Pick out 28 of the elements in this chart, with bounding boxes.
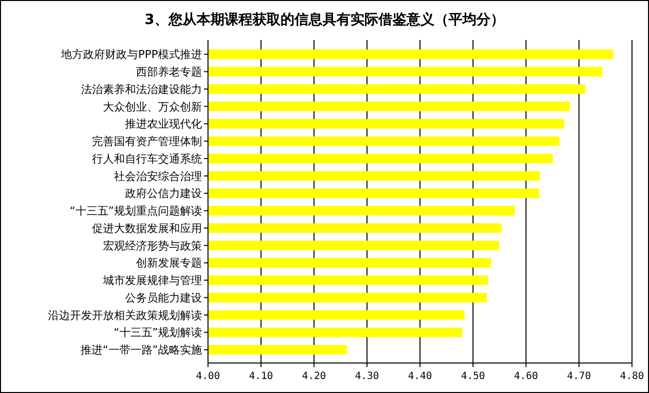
x-tick-label: 4.60 <box>514 371 538 382</box>
x-tick-label: 4.00 <box>196 371 220 382</box>
y-tick-label: 完善国有资产管理体制 <box>92 135 202 148</box>
y-tick-label: 地方政府财政与PPP模式推进 <box>60 48 202 62</box>
x-tick-label: 4.30 <box>354 371 380 382</box>
y-tick-label: 沿边开发开放相关政策规划解读 <box>48 308 202 322</box>
y-tick-label: “十三五”规划重点问题解读 <box>70 204 202 218</box>
y-tick-label: 法治素养和法治建设能力 <box>81 82 202 96</box>
x-tick-label: 4.50 <box>460 371 486 382</box>
chart-title: 3、您从本期课程获取的信息具有实际借鉴意义（平均分） <box>144 11 504 28</box>
y-tick-label: “十三五”规划解读 <box>114 326 202 340</box>
y-tick-label: 大众创业、万众创新 <box>103 100 202 114</box>
y-tick-label: 政府公信力建设 <box>125 187 202 200</box>
x-tick-label: 4.80 <box>620 371 644 382</box>
x-tick-label: 4.10 <box>248 371 274 382</box>
y-tick-label: 创新发展专题 <box>136 256 202 270</box>
y-tick-label: 促进大数据发展和应用 <box>92 222 202 235</box>
y-tick-label: 城市发展规律与管理 <box>102 274 202 288</box>
y-tick-label: 宏观经济形势与政策 <box>103 239 202 252</box>
y-tick-label: 公务员能力建设 <box>125 291 202 304</box>
x-tick-label: 4.40 <box>408 371 432 382</box>
y-tick-label: 推进农业现代化 <box>125 118 202 131</box>
y-tick-label: 推进“一带一路”战略实施 <box>80 344 202 357</box>
x-tick-label: 4.20 <box>302 371 326 382</box>
y-tick-label: 行人和自行车交通系统 <box>92 152 202 166</box>
y-tick-label: 社会治安综合治理 <box>114 170 202 183</box>
x-tick-label: 4.70 <box>566 371 592 382</box>
y-tick-label: 西部养老专题 <box>136 65 202 78</box>
